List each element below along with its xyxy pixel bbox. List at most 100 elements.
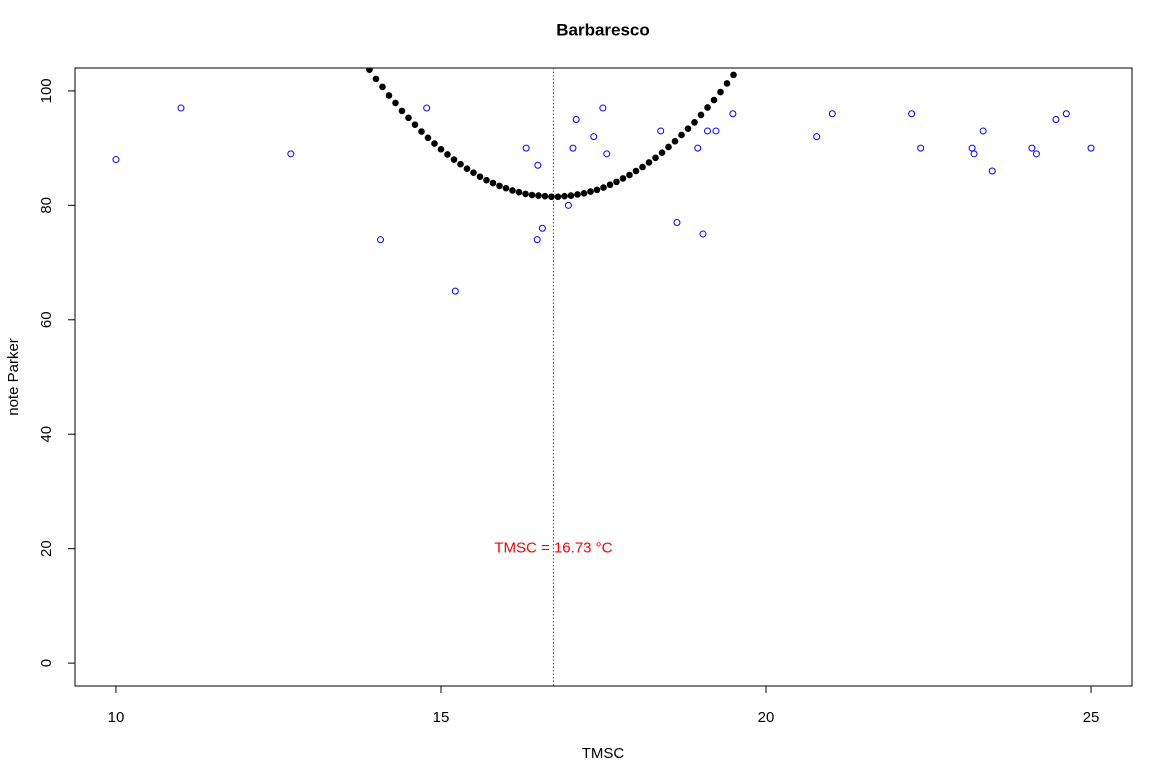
- data-point: [533, 236, 541, 244]
- curve-point: [710, 96, 718, 104]
- curve-point: [723, 80, 731, 87]
- curve-point: [502, 184, 510, 192]
- curve-point: [476, 173, 484, 181]
- curve-point: [671, 137, 679, 145]
- data-point: [699, 230, 707, 238]
- data-point: [694, 144, 702, 152]
- curve-point: [574, 191, 581, 198]
- data-point: [970, 150, 978, 158]
- y-tick-label: 0: [38, 659, 55, 667]
- curve-point: [665, 143, 672, 151]
- curve-point: [626, 171, 633, 179]
- data-point: [979, 127, 987, 135]
- curve-point: [639, 163, 646, 171]
- curve-point: [522, 190, 529, 198]
- curve-point: [645, 159, 653, 166]
- data-point: [828, 110, 836, 118]
- curve-point: [489, 179, 497, 187]
- curve-point: [450, 156, 458, 163]
- curve-point: [632, 167, 640, 175]
- curve-point: [691, 119, 698, 126]
- curve-point: [372, 75, 380, 83]
- data-point: [729, 110, 737, 118]
- y-tick-label: 100: [38, 78, 55, 103]
- y-tick-label: 60: [38, 311, 55, 328]
- curve-point: [541, 192, 549, 200]
- curve-point: [418, 128, 425, 135]
- curve-point: [561, 192, 568, 200]
- data-point: [1032, 150, 1040, 158]
- y-tick-label: 40: [38, 426, 55, 443]
- data-point: [112, 156, 120, 164]
- data-point: [1052, 116, 1060, 123]
- data-point: [451, 287, 459, 295]
- curve-point: [411, 121, 419, 128]
- annotation: TMSC = 16.73 °C: [494, 540, 612, 557]
- data-point: [988, 167, 996, 175]
- curve-point: [704, 104, 711, 111]
- curve-point: [554, 193, 562, 201]
- curve-point: [392, 99, 399, 107]
- data-point: [572, 116, 580, 123]
- curve-point: [463, 165, 471, 173]
- curve-point: [619, 175, 627, 182]
- curve-point: [548, 193, 555, 201]
- curve-point: [593, 186, 601, 194]
- curve-point: [496, 182, 503, 190]
- curve-point: [535, 192, 542, 199]
- data-point: [564, 201, 572, 209]
- data-point: [813, 133, 821, 141]
- data-point: [704, 127, 712, 135]
- curve-point: [379, 83, 386, 91]
- data-point: [673, 219, 681, 226]
- data-point: [599, 104, 607, 112]
- plot-box: [74, 67, 1133, 687]
- data-point: [590, 133, 598, 141]
- curve-point: [444, 151, 451, 158]
- x-tick-label: 20: [758, 709, 775, 726]
- chart-title: Barbaresco: [556, 20, 650, 39]
- curve-point: [684, 125, 692, 132]
- curve-point: [697, 111, 705, 119]
- curve-point: [717, 88, 724, 96]
- data-point: [423, 104, 431, 112]
- curve-point: [366, 68, 373, 74]
- curve-point: [398, 107, 406, 115]
- curve-point: [515, 188, 523, 196]
- data-point: [1028, 144, 1036, 152]
- data-point: [177, 104, 185, 112]
- curve-point: [580, 190, 588, 197]
- data-point: [908, 110, 916, 118]
- curve-point: [405, 114, 412, 122]
- data-point: [1062, 110, 1070, 118]
- curve-point: [470, 169, 477, 177]
- plot-area: [112, 68, 1095, 686]
- y-tick-label: 20: [38, 540, 55, 557]
- curve-point: [424, 134, 432, 142]
- curve-point: [658, 149, 666, 156]
- data-point: [1087, 144, 1095, 152]
- x-tick-label: 25: [1083, 709, 1100, 726]
- curve-point: [678, 131, 685, 139]
- data-point: [603, 150, 611, 158]
- x-tick-label: 15: [433, 709, 450, 726]
- curve-point: [457, 160, 464, 168]
- data-point: [377, 236, 385, 244]
- data-point: [917, 144, 925, 152]
- curve-point: [437, 145, 445, 153]
- curve-point: [600, 184, 607, 191]
- data-point: [287, 150, 295, 158]
- curve-point: [587, 188, 594, 195]
- curve-point: [385, 92, 393, 99]
- data-point: [538, 224, 546, 232]
- curve-point: [613, 178, 620, 186]
- curve-point: [606, 181, 614, 189]
- curve-point: [567, 192, 575, 199]
- curve-point: [528, 191, 536, 199]
- data-point: [712, 127, 720, 135]
- curve-point: [509, 187, 516, 194]
- data-point: [657, 127, 665, 135]
- y-axis-label: note Parker: [5, 338, 22, 416]
